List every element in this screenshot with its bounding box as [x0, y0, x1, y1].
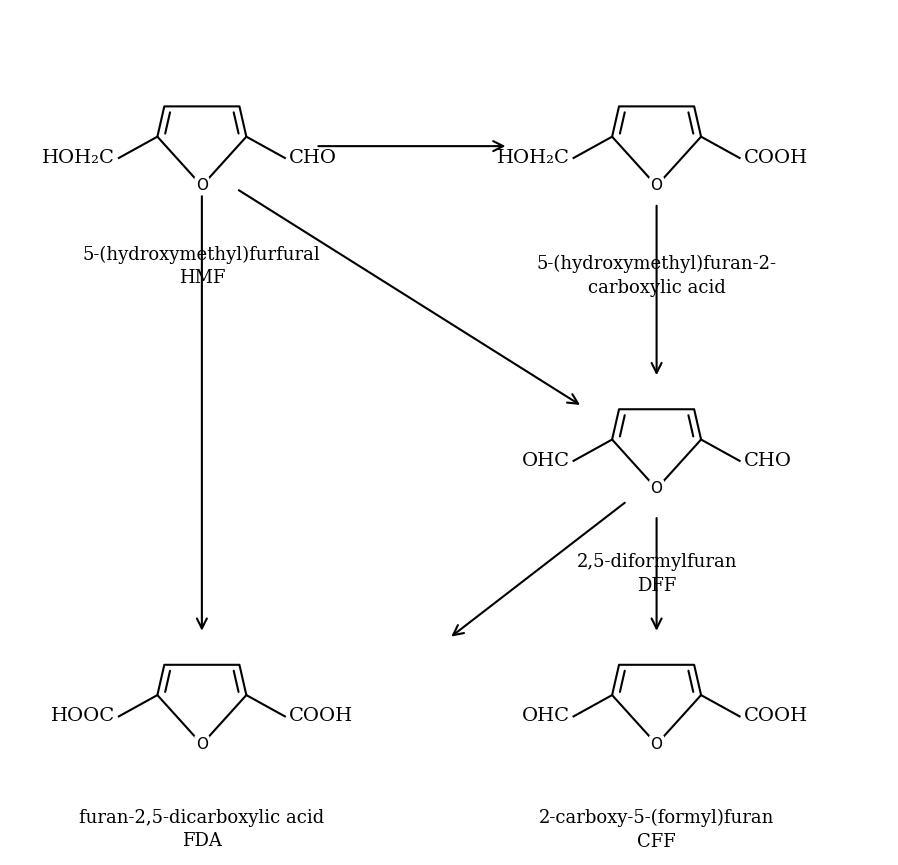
- Text: HOH₂C: HOH₂C: [497, 149, 569, 167]
- Text: 5-(hydroxymethyl)furfural
HMF: 5-(hydroxymethyl)furfural HMF: [83, 246, 321, 287]
- Text: COOH: COOH: [744, 149, 807, 167]
- Text: COOH: COOH: [744, 708, 807, 726]
- Text: COOH: COOH: [289, 708, 353, 726]
- Text: OHC: OHC: [522, 708, 569, 726]
- Text: 2-carboxy-5-(formyl)furan
CFF: 2-carboxy-5-(formyl)furan CFF: [539, 809, 774, 850]
- Text: O: O: [650, 178, 663, 194]
- Text: 5-(hydroxymethyl)furan-2-
carboxylic acid: 5-(hydroxymethyl)furan-2- carboxylic aci…: [537, 255, 777, 297]
- Text: OHC: OHC: [522, 452, 569, 470]
- Text: O: O: [650, 737, 663, 752]
- Text: HOOC: HOOC: [51, 708, 115, 726]
- Text: CHO: CHO: [289, 149, 337, 167]
- Text: CHO: CHO: [744, 452, 791, 470]
- Text: furan-2,5-dicarboxylic acid
FDA: furan-2,5-dicarboxylic acid FDA: [79, 809, 324, 850]
- Text: HOH₂C: HOH₂C: [42, 149, 115, 167]
- Text: O: O: [196, 178, 207, 194]
- Text: 2,5-diformylfuran
DFF: 2,5-diformylfuran DFF: [577, 553, 737, 595]
- Text: O: O: [650, 481, 663, 497]
- Text: O: O: [196, 737, 207, 752]
